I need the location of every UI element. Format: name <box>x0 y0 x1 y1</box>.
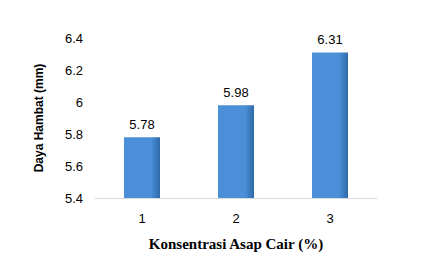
svg-text:6.31: 6.31 <box>317 32 342 47</box>
svg-text:5.6: 5.6 <box>65 159 83 174</box>
svg-text:2: 2 <box>232 211 239 226</box>
svg-text:3: 3 <box>326 211 333 226</box>
svg-text:5.78: 5.78 <box>129 117 154 132</box>
svg-text:5.98: 5.98 <box>223 85 248 100</box>
svg-text:6.2: 6.2 <box>65 63 83 78</box>
svg-text:5.4: 5.4 <box>65 191 83 206</box>
svg-text:Daya Hambat (mm): Daya Hambat (mm) <box>32 64 46 173</box>
svg-text:6: 6 <box>76 95 83 110</box>
svg-text:1: 1 <box>138 211 145 226</box>
svg-text:5.8: 5.8 <box>65 127 83 142</box>
svg-text:6.4: 6.4 <box>65 31 83 46</box>
svg-text:Konsentrasi Asap Cair (%): Konsentrasi Asap Cair (%) <box>149 236 323 253</box>
